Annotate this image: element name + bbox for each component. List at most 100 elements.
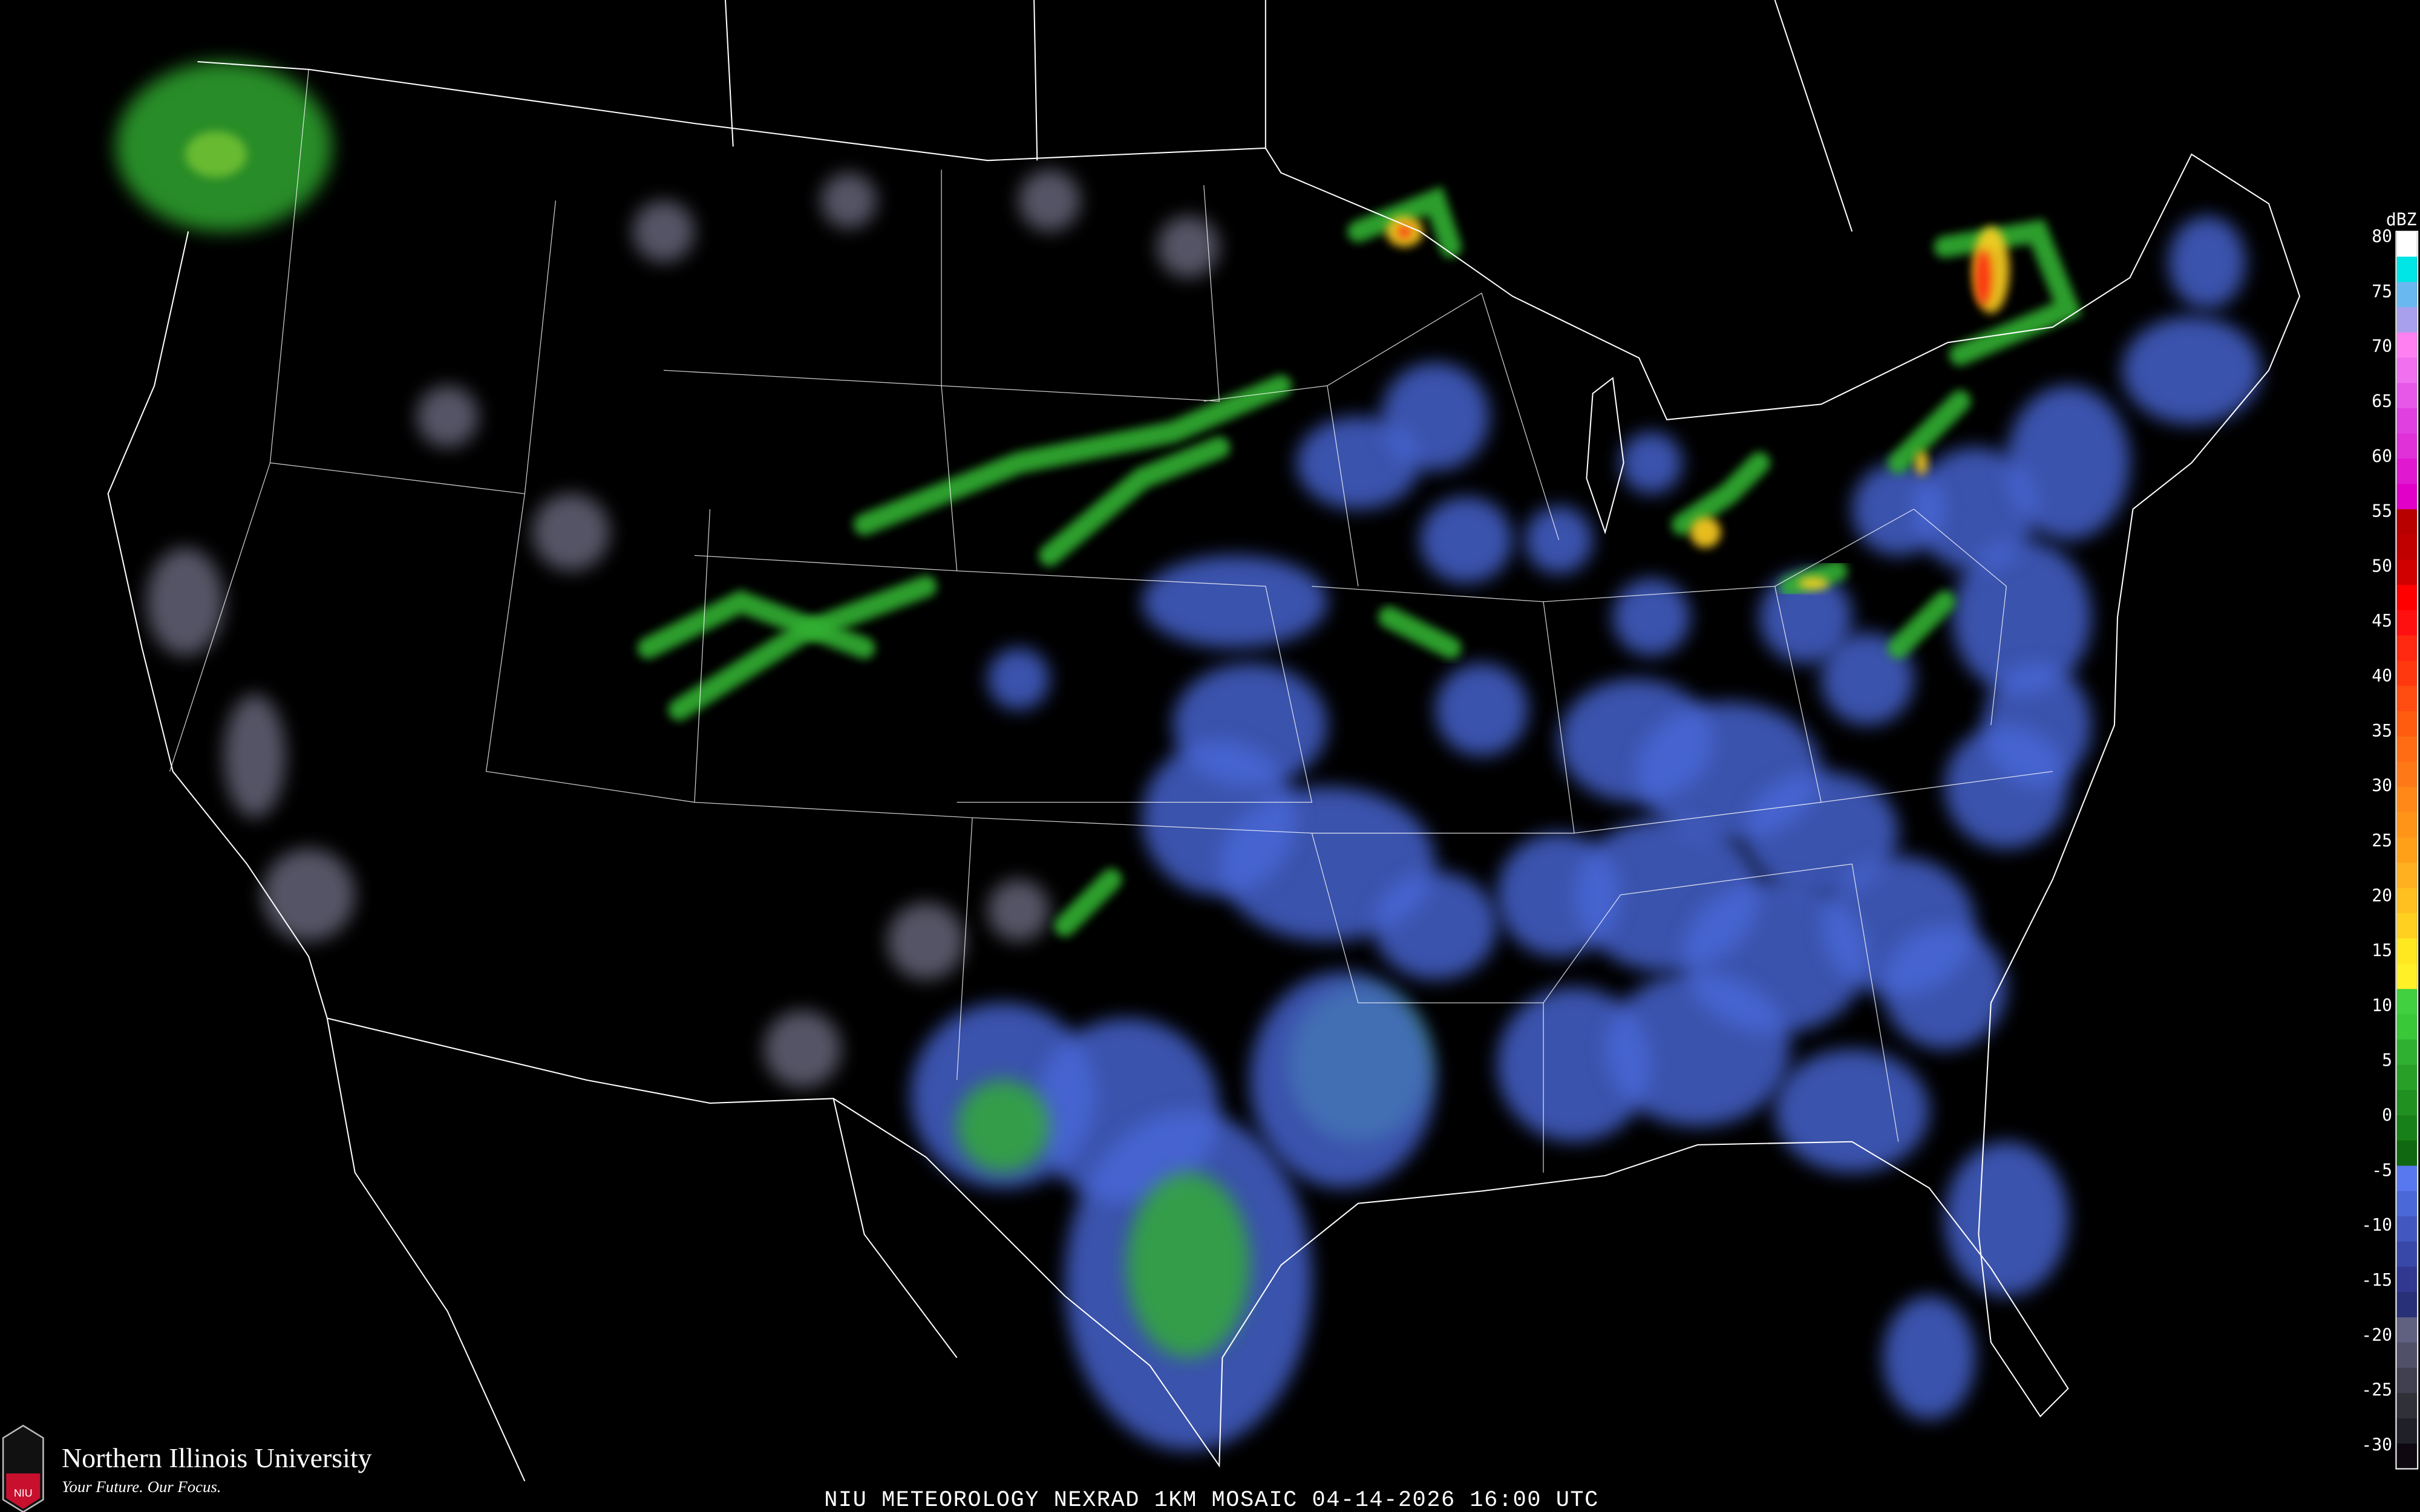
radar-echo	[1157, 216, 1220, 278]
legend-color-swatch	[2396, 1266, 2417, 1293]
radar-echo	[1381, 362, 1490, 471]
radar-echo	[957, 1080, 1050, 1173]
radar-echo	[1373, 872, 1497, 980]
legend-color-swatch	[2396, 357, 2417, 383]
legend-color-swatch	[2396, 1165, 2417, 1192]
legend-color-swatch	[2396, 559, 2417, 585]
state-boundary	[1312, 585, 1575, 834]
legend-color-swatch	[2396, 660, 2417, 686]
radar-echo-core	[1975, 250, 1991, 306]
radar-echo	[1620, 432, 1683, 494]
radar-echo	[262, 849, 355, 942]
dbz-legend: 80757065605550454035302520151050-5-10-15…	[2361, 227, 2419, 1470]
legend-unit: dBZ	[2386, 209, 2417, 229]
legend-tick-label: -10	[2361, 1215, 2392, 1235]
legend-color-swatch	[2396, 383, 2417, 409]
legend-color-swatch	[2396, 1443, 2417, 1470]
radar-echo	[1525, 506, 1593, 574]
radar-echo	[223, 694, 286, 818]
legend-frame	[2395, 230, 2419, 1470]
legend-tick-label: -15	[2361, 1270, 2392, 1290]
legend-tick-label: 45	[2372, 611, 2392, 631]
radar-echo	[1612, 578, 1690, 656]
radar-echo	[1018, 169, 1081, 232]
radar-echo	[416, 385, 479, 448]
radar-echo	[1759, 570, 1853, 663]
state-boundary	[1327, 292, 1560, 541]
state-boundary	[169, 463, 271, 772]
legend-color-swatch	[2396, 585, 2417, 611]
radar-echo-core	[1797, 577, 1829, 590]
legend-color-swatch	[2396, 1039, 2417, 1066]
legend-tick-label: 5	[2382, 1051, 2392, 1070]
radar-echo	[1952, 539, 2091, 694]
radar-echo	[1883, 1295, 1976, 1419]
radar-echo	[532, 494, 610, 571]
radar-echo	[1852, 463, 1945, 556]
radar-echo	[2006, 385, 2130, 540]
radar-echo-band	[1347, 186, 1462, 258]
radar-echo-core	[1690, 516, 1721, 548]
radar-echo	[1944, 725, 2068, 849]
radar-echo	[821, 172, 877, 229]
state-boundary	[941, 169, 1220, 402]
legend-color-swatch	[2396, 1115, 2417, 1141]
radar-echo	[1419, 497, 1512, 584]
radar-echo	[146, 547, 224, 656]
state-lines	[169, 69, 2053, 1173]
state-boundary	[1774, 509, 2007, 726]
legend-color-swatch	[2396, 231, 2417, 258]
radar-echo-core	[185, 131, 247, 178]
legend-color-swatch	[2396, 1241, 2417, 1268]
mexico-border-ext	[326, 1018, 958, 1482]
niu-shield-text: NIU	[14, 1487, 33, 1499]
state-boundary	[1821, 771, 2053, 803]
radar-echo	[1250, 972, 1436, 1188]
legend-color-swatch	[2396, 1090, 2417, 1116]
radar-echo	[1497, 833, 1621, 957]
legend-color-swatch	[2396, 509, 2417, 535]
state-boundary	[485, 494, 711, 803]
radar-echo	[1142, 555, 1327, 648]
legend-color-swatch	[2396, 332, 2417, 359]
legend-tick-label: 75	[2372, 281, 2392, 301]
legend-color-swatch	[2396, 408, 2417, 434]
radar-echo-band	[1887, 390, 1971, 474]
radar-echo-band	[853, 374, 1292, 536]
radar-echo	[1914, 447, 2038, 571]
legend-color-swatch	[2396, 862, 2417, 889]
radar-echo-core	[1915, 450, 1928, 475]
legend-color-swatch	[2396, 888, 2417, 914]
legend-color-swatch	[2396, 812, 2417, 838]
radar-echo	[987, 879, 1050, 942]
radar-echo	[1883, 925, 2007, 1049]
legend-color-swatch	[2396, 1140, 2417, 1167]
legend-color-swatch	[2396, 307, 2417, 333]
legend-color-swatch	[2396, 1064, 2417, 1091]
legend-color-swatch	[2396, 282, 2417, 308]
radar-echo-band	[1054, 868, 1122, 937]
radar-echo	[1774, 1049, 1929, 1173]
canada-lines	[724, 0, 1853, 232]
legend-color-swatch	[2396, 1367, 2417, 1394]
map-title: NIU METEOROLOGY NEXRAD 1KM MOSAIC 04-14-…	[824, 1488, 1599, 1512]
radar-echo-cores	[185, 131, 2010, 590]
legend-color-swatch	[2396, 635, 2417, 662]
niu-logo: NIU Northern Illinois University Your Fu…	[2, 1424, 372, 1512]
legend-tick-label: 20	[2372, 885, 2392, 905]
legend-color-swatch	[2396, 256, 2417, 282]
legend-color-swatch	[2396, 1292, 2417, 1318]
legend-color-swatch	[2396, 484, 2417, 510]
university-name: Northern Illinois University	[62, 1442, 372, 1473]
radar-echo-core	[1398, 225, 1411, 238]
legend-tick-label: 60	[2372, 446, 2392, 466]
radar-echo	[2168, 216, 2246, 309]
us-outline	[107, 61, 2301, 1468]
legend-color-swatch	[2396, 1191, 2417, 1217]
legend-color-swatch	[2396, 736, 2417, 763]
legend-tick-label: 55	[2372, 501, 2392, 521]
legend-color-swatch	[2396, 1418, 2417, 1444]
legend-tick-label: 25	[2372, 830, 2392, 850]
radar-echo	[1944, 1141, 2068, 1296]
